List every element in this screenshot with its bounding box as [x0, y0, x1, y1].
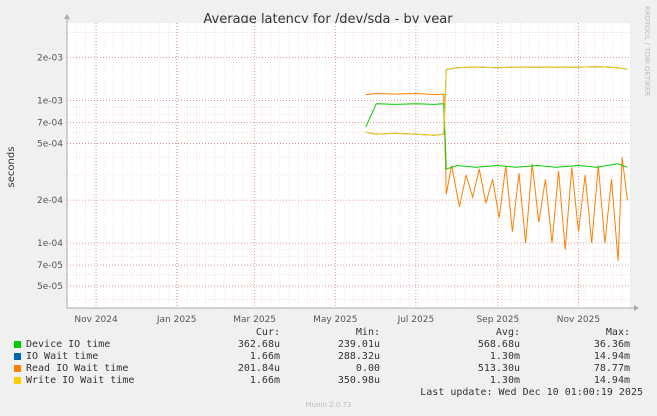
legend-avg-value: 1.30m [489, 351, 520, 362]
legend-min-value: 350.98u [337, 375, 380, 386]
legend-max-value: 14.94m [593, 351, 630, 362]
y-tick-label: 5e-05 [37, 282, 63, 292]
series-line [365, 103, 628, 170]
y-tick-label: 7e-05 [37, 261, 63, 271]
legend-series-name: IO Wait time [26, 351, 99, 362]
x-tick-label: Mar 2025 [233, 315, 276, 325]
legend-series-name: Write IO Wait time [26, 375, 135, 386]
y-axis-arrow [64, 14, 70, 19]
legend-series-name: Read IO Wait time [26, 363, 129, 374]
legend-header-max: Max: [605, 327, 630, 338]
x-tick-label: May 2025 [313, 315, 357, 325]
y-axis-label: seconds [6, 147, 17, 188]
x-tick-label: Sep 2025 [476, 315, 519, 325]
y-tick-label: 2e-04 [37, 196, 63, 206]
legend-min-value: 0.00 [355, 363, 380, 374]
legend-avg-value: 1.30m [489, 375, 520, 386]
legend-avg-value: 513.30u [477, 363, 520, 374]
rrdtool-watermark: RRDTOOL / TOBI OETIKER [643, 6, 651, 96]
legend-min-value: 239.01u [337, 339, 380, 350]
x-tick-label: Jul 2025 [397, 315, 435, 325]
legend-swatch [14, 365, 21, 372]
legend-row: Read IO Wait time 201.84u 0.00 513.30u 78.77… [14, 363, 644, 375]
grid [66, 23, 630, 308]
legend-max-value: 14.94m [593, 375, 630, 386]
legend-cur-value: 362.68u [237, 339, 280, 350]
legend-cur-value: 1.66m [249, 351, 280, 362]
legend-swatch [14, 353, 21, 360]
x-axis-arrow [634, 305, 639, 311]
legend-row: IO Wait time 1.66m 288.32u 1.30m 14.94m [14, 351, 644, 363]
series-line [365, 66, 628, 136]
legend-header-avg: Avg: [495, 327, 520, 338]
legend-max-value: 78.77m [593, 363, 630, 374]
x-tick-label: Nov 2024 [74, 315, 118, 325]
last-update: Last update: Wed Dec 10 01:00:19 2025 [420, 387, 643, 398]
series-line [365, 92, 628, 261]
legend-row: Write IO Wait time 1.66m 350.98u 1.30m 14.94… [14, 375, 644, 387]
y-tick-label: 2e-03 [37, 54, 63, 64]
legend-swatch [14, 377, 21, 384]
legend-header-cur: Cur: [255, 327, 280, 338]
legend-series-name: Device IO time [26, 339, 111, 350]
axis-ticks: Nov 2024 Jan 2025 Mar 2025 May 2025 Jul 2025… [37, 54, 600, 325]
x-tick-label: Nov 2025 [557, 315, 600, 325]
legend-avg-value: 568.68u [477, 339, 520, 350]
legend-cur-value: 1.66m [249, 375, 280, 386]
legend-header-min: Min: [355, 327, 380, 338]
legend-swatch [14, 341, 21, 348]
legend-min-value: 288.32u [337, 351, 380, 362]
series-lines [365, 66, 628, 261]
legend-max-value: 36.36m [593, 339, 630, 350]
y-tick-label: 7e-04 [37, 119, 63, 129]
munin-version: Munin 2.0.73 [305, 401, 352, 409]
legend-cur-value: 201.84u [237, 363, 280, 374]
legend-row: Device IO time 362.68u 239.01u 568.68u 36.36… [14, 339, 644, 351]
x-tick-label: Jan 2025 [156, 315, 197, 325]
y-tick-label: 1e-04 [37, 239, 63, 249]
axes [64, 14, 639, 311]
y-tick-label: 5e-04 [37, 139, 63, 149]
y-tick-label: 1e-03 [37, 97, 63, 107]
